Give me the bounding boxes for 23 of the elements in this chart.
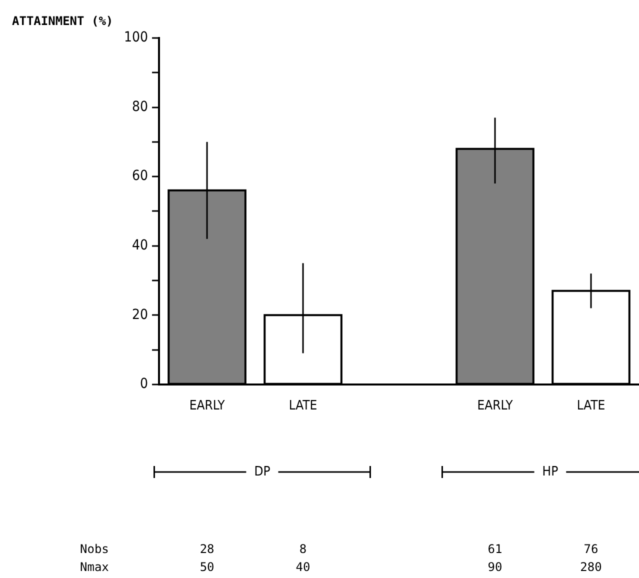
text: Nobs xyxy=(80,542,109,556)
y-tick-label: 80 xyxy=(132,98,148,115)
y-tick-label: 0 xyxy=(140,376,148,392)
text: 61 xyxy=(488,542,502,556)
text: 8 xyxy=(299,542,307,556)
y-axis-title: ATTAINMENT (%) xyxy=(12,14,114,28)
text: 50 xyxy=(200,560,214,574)
x-tick-label: LATE xyxy=(576,398,606,414)
text: Nmax xyxy=(80,560,109,574)
x-tick-label: EARLY xyxy=(189,398,226,414)
y-tick-label: 40 xyxy=(132,237,148,254)
x-tick-label: EARLY xyxy=(477,398,514,414)
text: 76 xyxy=(584,542,598,556)
text: DP xyxy=(254,464,270,480)
x-tick-label: LATE xyxy=(288,398,318,414)
y-tick-label: 60 xyxy=(132,168,148,184)
y-tick-label: 20 xyxy=(132,306,148,323)
text: HP xyxy=(542,464,558,480)
y-tick-label: 100 xyxy=(124,30,148,46)
text: 90 xyxy=(488,560,502,574)
text: 28 xyxy=(200,542,214,556)
text: 40 xyxy=(296,560,310,574)
text: 280 xyxy=(580,560,602,574)
